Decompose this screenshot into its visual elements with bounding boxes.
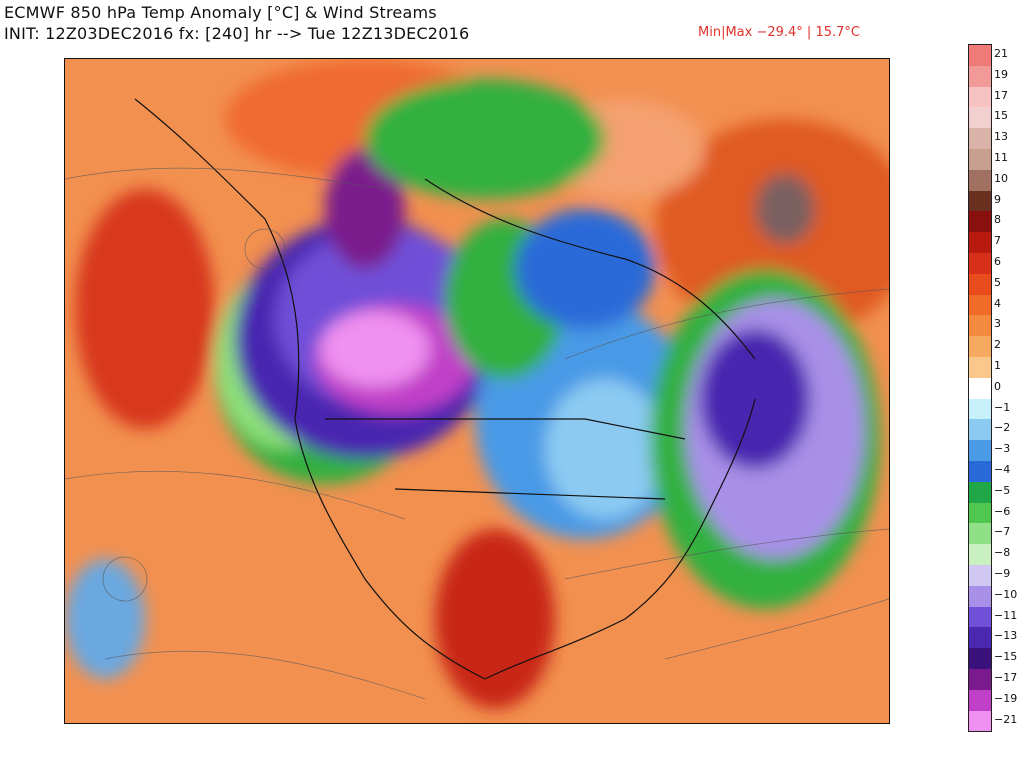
pacific-warm-anomaly — [75, 189, 215, 429]
color-scale-swatch — [969, 523, 991, 545]
color-scale-label: 17 — [994, 88, 1008, 102]
color-scale-label: −17 — [994, 671, 1018, 684]
color-scale-swatch — [969, 710, 991, 732]
color-scale-swatch — [969, 315, 991, 337]
color-scale-swatch — [969, 419, 991, 441]
color-scale-swatch — [969, 336, 991, 357]
color-scale-swatch — [969, 273, 991, 295]
central-canada-cold-core — [320, 311, 430, 387]
color-scale-swatch — [969, 440, 991, 461]
color-scale-swatch — [969, 148, 991, 170]
color-scale-swatch — [969, 211, 991, 233]
color-scale-label: −15 — [994, 650, 1018, 664]
color-scale-swatch — [969, 232, 991, 253]
color-scale-swatch — [969, 294, 991, 316]
color-scale-swatch — [969, 606, 991, 628]
color-scale-swatch — [969, 502, 991, 524]
temperature-anomaly-map — [64, 58, 890, 724]
color-scale-label: −10 — [994, 587, 1018, 601]
color-scale-swatch — [969, 65, 991, 87]
color-scale-label: 0 — [994, 379, 1001, 393]
color-scale-label: 9 — [994, 192, 1001, 206]
min-max-readout: Min|Max −29.4° | 15.7°C — [698, 25, 860, 40]
color-scale-label: −1 — [994, 400, 1011, 414]
color-scale-swatch — [969, 460, 991, 482]
color-scale-label: 5 — [994, 275, 1001, 289]
color-scale-label: −19 — [994, 691, 1018, 705]
color-scale-label: −5 — [994, 483, 1011, 497]
coastline-outlines — [134, 98, 756, 680]
color-scale-swatch — [969, 627, 991, 649]
color-scale-label: 7 — [994, 234, 1001, 248]
color-scale-swatch — [969, 398, 991, 420]
color-scale-label: 10 — [994, 171, 1008, 185]
color-scale-label: 6 — [994, 255, 1001, 268]
color-scale-label: 13 — [994, 130, 1008, 144]
color-scale-label: 21 — [994, 47, 1008, 60]
color-scale-swatch — [969, 689, 991, 711]
color-scale-label: 3 — [994, 317, 1001, 331]
color-scale-label: 19 — [994, 67, 1008, 81]
color-scale-swatch — [969, 544, 991, 565]
color-scale-label: −7 — [994, 525, 1011, 539]
color-scale-bar — [968, 44, 992, 733]
color-scale-swatch — [969, 648, 991, 669]
color-scale-swatch — [969, 86, 991, 108]
color-scale-label: 4 — [994, 296, 1001, 310]
color-scale-label: −13 — [994, 629, 1018, 643]
color-scale-label: 1 — [994, 359, 1001, 372]
color-scale-label: −11 — [994, 608, 1018, 622]
color-scale-label: 8 — [994, 213, 1001, 227]
color-scale-swatch — [969, 128, 991, 149]
color-scale-swatch — [969, 564, 991, 586]
color-scale-label: 2 — [994, 338, 1001, 352]
color-scale-swatch — [969, 585, 991, 607]
wind-streamlines — [65, 167, 889, 700]
color-scale-label: −21 — [994, 712, 1018, 726]
color-scale-swatch — [969, 107, 991, 129]
color-scale-label: −2 — [994, 421, 1011, 435]
color-scale-label: −8 — [994, 546, 1011, 560]
chart-title: ECMWF 850 hPa Temp Anomaly [°C] & Wind S… — [4, 3, 437, 22]
init-forecast-line: INIT: 12Z03DEC2016 fx: [240] hr --> Tue … — [4, 24, 470, 43]
color-scale-swatch — [969, 668, 991, 690]
color-scale-label: −6 — [994, 504, 1011, 518]
color-scale-label: 15 — [994, 109, 1008, 123]
color-scale-swatch — [969, 190, 991, 212]
mexico-warm-anomaly — [435, 529, 555, 709]
color-scale-swatch — [969, 45, 991, 66]
color-scale-swatch — [969, 252, 991, 274]
color-scale-swatch — [969, 481, 991, 503]
color-scale-label: −9 — [994, 567, 1011, 580]
color-scale-label: 11 — [994, 151, 1008, 164]
color-scale-label: −3 — [994, 442, 1011, 456]
color-scale-label: −4 — [994, 463, 1011, 476]
color-scale-swatch — [969, 377, 991, 399]
color-scale-swatch — [969, 356, 991, 378]
color-scale-swatch — [969, 169, 991, 191]
map-canvas — [65, 59, 889, 723]
